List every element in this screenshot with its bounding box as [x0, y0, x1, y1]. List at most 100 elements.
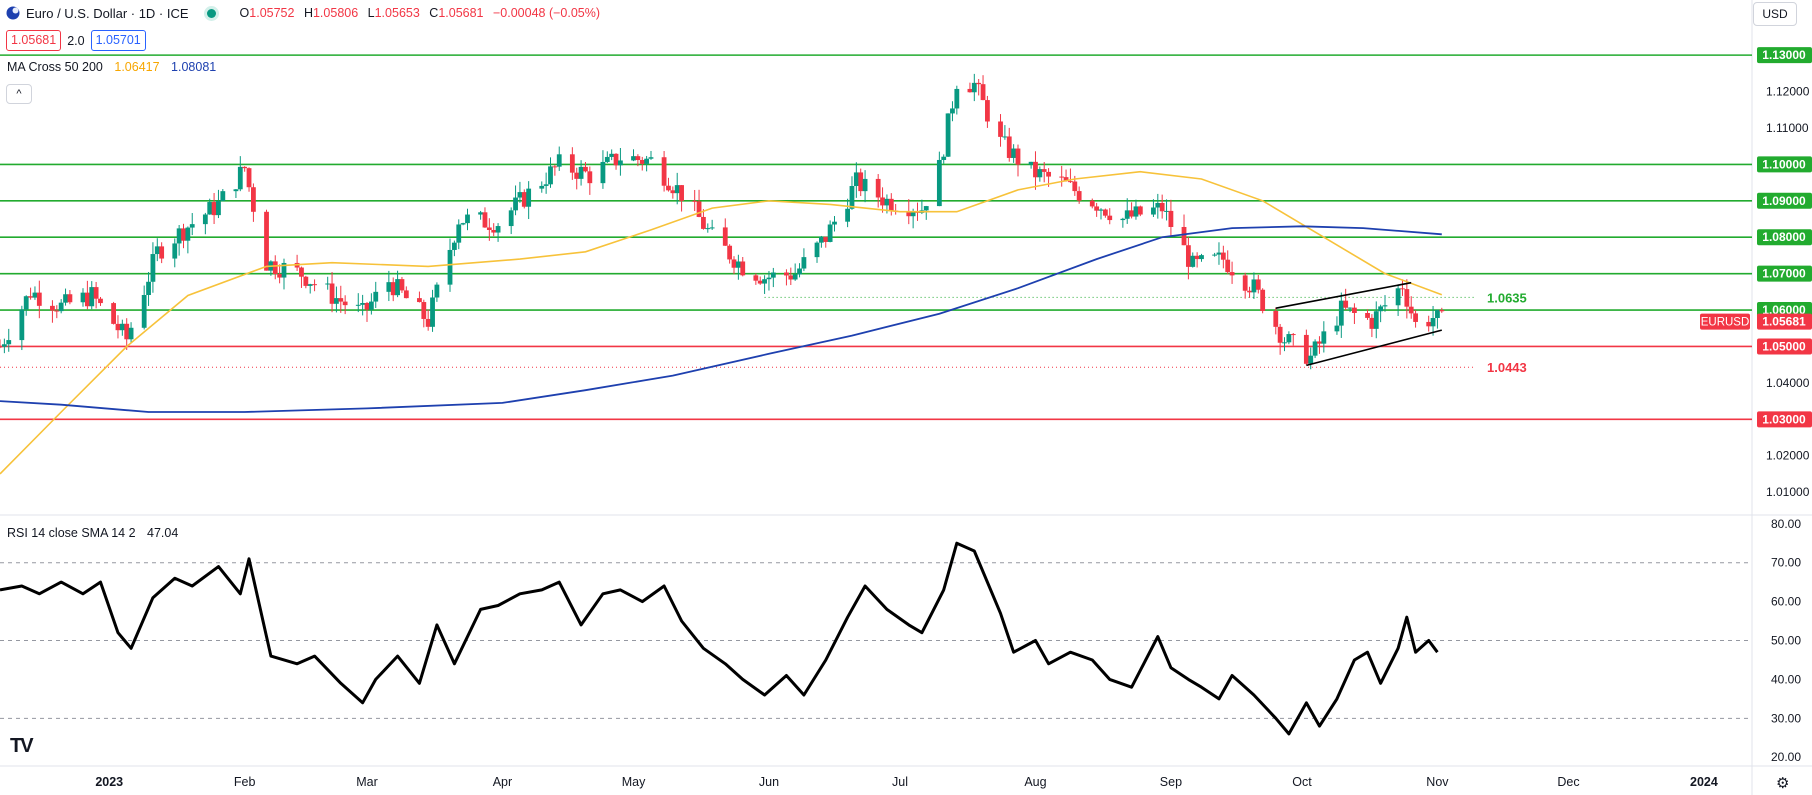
symbol-flag-icon — [6, 6, 20, 20]
annotation-1.0635: 1.0635 — [1487, 290, 1527, 305]
candle-body — [1242, 275, 1248, 291]
candle-body — [154, 246, 160, 255]
candle-body — [727, 245, 733, 260]
candle-body — [23, 296, 29, 310]
candle-body — [679, 185, 684, 201]
candle-body — [613, 153, 619, 166]
candle-body — [696, 201, 702, 217]
candle-body — [486, 227, 492, 230]
price-tick-label: 1.04000 — [1766, 376, 1810, 390]
rsi-tick-label: 30.00 — [1771, 711, 1801, 725]
level-badge-bg — [1757, 192, 1812, 209]
level-badge-label: 1.08000 — [1762, 230, 1806, 244]
candle-body — [1006, 136, 1012, 158]
candle-body — [792, 274, 798, 280]
candle-body — [1334, 325, 1340, 332]
price-tick-label: 1.01000 — [1766, 485, 1810, 499]
candle-body — [1185, 245, 1191, 267]
candle-body — [548, 166, 553, 185]
candle-body — [875, 178, 881, 198]
candle-body — [906, 211, 912, 217]
candle-body — [1352, 307, 1357, 313]
candle-body — [220, 191, 226, 201]
candle-body — [814, 242, 820, 258]
candle-body — [189, 224, 195, 228]
candle-body — [818, 236, 824, 243]
candle-body — [1072, 181, 1078, 192]
candle-body — [574, 172, 580, 179]
candle-body — [1400, 288, 1405, 290]
price-change: −0.00048 (−0.05%) — [492, 6, 601, 20]
level-badge-bg — [1757, 338, 1812, 355]
bid-ask-row: 1.05681 2.0 1.05701 — [6, 30, 146, 51]
candle-body — [985, 100, 990, 122]
candle-body — [1365, 312, 1370, 318]
candle-body — [1378, 306, 1384, 312]
symbol-badge: EURUSD — [1701, 317, 1750, 329]
time-tick-May: May — [622, 775, 646, 789]
candle-body — [495, 226, 501, 233]
candle-body — [242, 166, 248, 169]
buy-price-button[interactable]: 1.05701 — [90, 30, 146, 51]
candle-body — [845, 208, 851, 222]
candle-body — [386, 282, 392, 292]
candle-body — [417, 298, 422, 303]
candle-body — [1439, 310, 1445, 312]
candle-body — [115, 323, 121, 331]
time-tick-Jul: Jul — [892, 775, 908, 789]
channel-lower-line — [1306, 329, 1443, 367]
candle-body — [552, 166, 558, 168]
last-price-badge-bg — [1757, 313, 1812, 330]
candle-body — [124, 323, 130, 340]
candle-body — [390, 282, 396, 296]
candle-body — [1216, 252, 1222, 255]
candle-body — [770, 272, 776, 278]
candle-body — [342, 301, 348, 306]
candle-body — [307, 284, 313, 286]
candle-body — [281, 262, 287, 278]
candle-body — [967, 88, 973, 93]
rsi-legend[interactable]: RSI 14 close SMA 14 2 47.04 — [7, 526, 178, 540]
candle-body — [395, 279, 400, 296]
collapse-legend-button[interactable]: ^ — [6, 84, 32, 104]
candle-body — [246, 168, 252, 188]
ma-cross-legend[interactable]: MA Cross 50 200 1.06417 1.08081 — [7, 60, 216, 74]
candle-body — [185, 227, 191, 241]
candle-body — [211, 202, 217, 216]
candle-body — [827, 224, 833, 242]
candle-body — [766, 277, 772, 280]
candle-body — [251, 187, 256, 212]
sell-price-button[interactable]: 1.05681 — [6, 30, 62, 51]
time-tick-Oct: Oct — [1292, 775, 1312, 789]
currency-button[interactable]: USD — [1753, 2, 1797, 26]
time-tick-2023: 2023 — [95, 775, 123, 789]
candle-body — [32, 292, 38, 298]
candle-body — [1190, 255, 1196, 267]
candle-body — [604, 156, 610, 162]
candle-body — [1369, 317, 1375, 329]
candle-body — [788, 275, 794, 280]
rsi-value: 47.04 — [147, 526, 179, 540]
chevron-up-icon: ^ — [16, 88, 22, 100]
gear-icon[interactable]: ⚙ — [1776, 775, 1790, 792]
candle-body — [63, 294, 68, 303]
tradingview-logo[interactable]: TV — [10, 735, 34, 757]
candle-body — [421, 302, 427, 319]
candle-body — [1338, 300, 1344, 326]
candle-body — [648, 157, 654, 159]
candle-body — [1129, 210, 1134, 217]
candle-body — [478, 212, 483, 215]
candle-body — [1120, 218, 1126, 221]
level-badge-label: 1.07000 — [1762, 267, 1806, 281]
candle-body — [1164, 210, 1169, 212]
symbol-title[interactable]: Euro / U.S. Dollar · 1D · ICE — [26, 5, 189, 21]
candle-body — [1133, 206, 1139, 217]
candle-body — [1308, 355, 1314, 364]
candle-body — [89, 287, 95, 307]
candle-body — [434, 284, 440, 298]
candle-body — [334, 298, 339, 304]
candle-body — [425, 318, 431, 327]
candle-body — [910, 211, 916, 217]
